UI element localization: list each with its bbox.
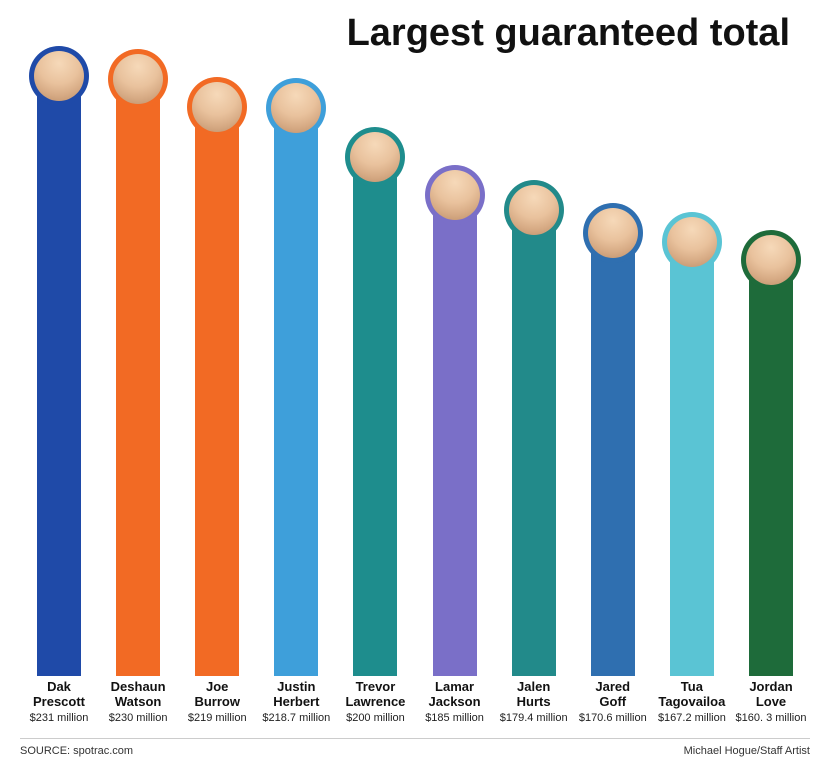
player-name: Tua	[653, 680, 731, 695]
bar-burrow	[178, 107, 256, 676]
player-value: $167.2 million	[653, 712, 731, 724]
bar-hurts	[495, 210, 573, 676]
x-label-goff: JaredGoff $170.6 million	[574, 680, 652, 724]
player-name: Jackson	[416, 695, 494, 710]
avatar-headshot-icon	[192, 82, 242, 132]
bar-rect	[274, 108, 318, 676]
bar-rect	[195, 107, 239, 676]
player-avatar	[345, 127, 405, 187]
x-label-prescott: DakPrescott $231 million	[20, 680, 98, 724]
player-name: Lamar	[416, 680, 494, 695]
bar-goff	[574, 233, 652, 676]
x-label-herbert: JustinHerbert $218.7 million	[257, 680, 335, 724]
x-label-burrow: JoeBurrow $219 million	[178, 680, 256, 724]
player-name: Jared	[574, 680, 652, 695]
credit-label: Michael Hogue/Staff Artist	[684, 745, 810, 757]
player-name: Love	[732, 695, 810, 710]
x-label-hurts: JalenHurts $179.4 million	[495, 680, 573, 724]
player-name: Trevor	[336, 680, 414, 695]
player-avatar	[425, 165, 485, 225]
avatar-headshot-icon	[509, 185, 559, 235]
avatar-headshot-icon	[430, 170, 480, 220]
player-name: Herbert	[257, 695, 335, 710]
chart-footer: SOURCE: spotrac.com Michael Hogue/Staff …	[20, 738, 810, 757]
bar-rect	[591, 233, 635, 676]
bar-rect	[353, 157, 397, 676]
x-label-jackson: LamarJackson $185 million	[416, 680, 494, 724]
player-avatar	[583, 203, 643, 263]
avatar-headshot-icon	[350, 132, 400, 182]
avatar-headshot-icon	[588, 208, 638, 258]
avatar-headshot-icon	[34, 51, 84, 101]
source-label: SOURCE: spotrac.com	[20, 745, 133, 757]
bar-lawrence	[336, 157, 414, 676]
x-label-lawrence: TrevorLawrence $200 million	[336, 680, 414, 724]
bar-rect	[116, 79, 160, 676]
avatar-headshot-icon	[746, 235, 796, 285]
bar-jackson	[416, 195, 494, 676]
player-avatar	[266, 78, 326, 138]
player-avatar	[662, 212, 722, 272]
bar-herbert	[257, 108, 335, 676]
bar-rect	[433, 195, 477, 676]
player-name: Prescott	[20, 695, 98, 710]
player-name: Justin	[257, 680, 335, 695]
player-avatar	[108, 49, 168, 109]
player-avatar	[187, 77, 247, 137]
bar-rect	[37, 76, 81, 676]
avatar-headshot-icon	[113, 54, 163, 104]
player-name: Watson	[99, 695, 177, 710]
player-name: Jalen	[495, 680, 573, 695]
player-name: Goff	[574, 695, 652, 710]
player-value: $231 million	[20, 712, 98, 724]
player-value: $170.6 million	[574, 712, 652, 724]
player-name: Hurts	[495, 695, 573, 710]
player-name: Deshaun	[99, 680, 177, 695]
bar-rect	[670, 242, 714, 676]
bar-tagovailoa	[653, 242, 731, 676]
player-name: Dak	[20, 680, 98, 695]
bar-rect	[749, 260, 793, 676]
avatar-headshot-icon	[667, 217, 717, 267]
player-value: $179.4 million	[495, 712, 573, 724]
player-name: Burrow	[178, 695, 256, 710]
player-name: Jordan	[732, 680, 810, 695]
player-avatar	[29, 46, 89, 106]
bar-rect	[512, 210, 556, 676]
x-axis-labels: DakPrescott $231 million DeshaunWatson $230…	[20, 680, 810, 724]
x-label-tagovailoa: TuaTagovailoa $167.2 million	[653, 680, 731, 724]
player-value: $200 million	[336, 712, 414, 724]
player-value: $219 million	[178, 712, 256, 724]
bar-chart	[20, 56, 810, 676]
x-label-watson: DeshaunWatson $230 million	[99, 680, 177, 724]
player-value: $218.7 million	[257, 712, 335, 724]
avatar-headshot-icon	[271, 83, 321, 133]
bar-watson	[99, 79, 177, 676]
player-avatar	[741, 230, 801, 290]
x-label-love: JordanLove $160. 3 million	[732, 680, 810, 724]
player-avatar	[504, 180, 564, 240]
bar-love	[732, 260, 810, 676]
infographic-page: Largest guaranteed total DakPrescott $231…	[0, 0, 830, 763]
player-name: Tagovailoa	[653, 695, 731, 710]
player-name: Joe	[178, 680, 256, 695]
player-value: $160. 3 million	[732, 712, 810, 724]
player-value: $230 million	[99, 712, 177, 724]
bar-prescott	[20, 76, 98, 676]
player-name: Lawrence	[336, 695, 414, 710]
chart-title: Largest guaranteed total	[347, 12, 790, 55]
player-value: $185 million	[416, 712, 494, 724]
